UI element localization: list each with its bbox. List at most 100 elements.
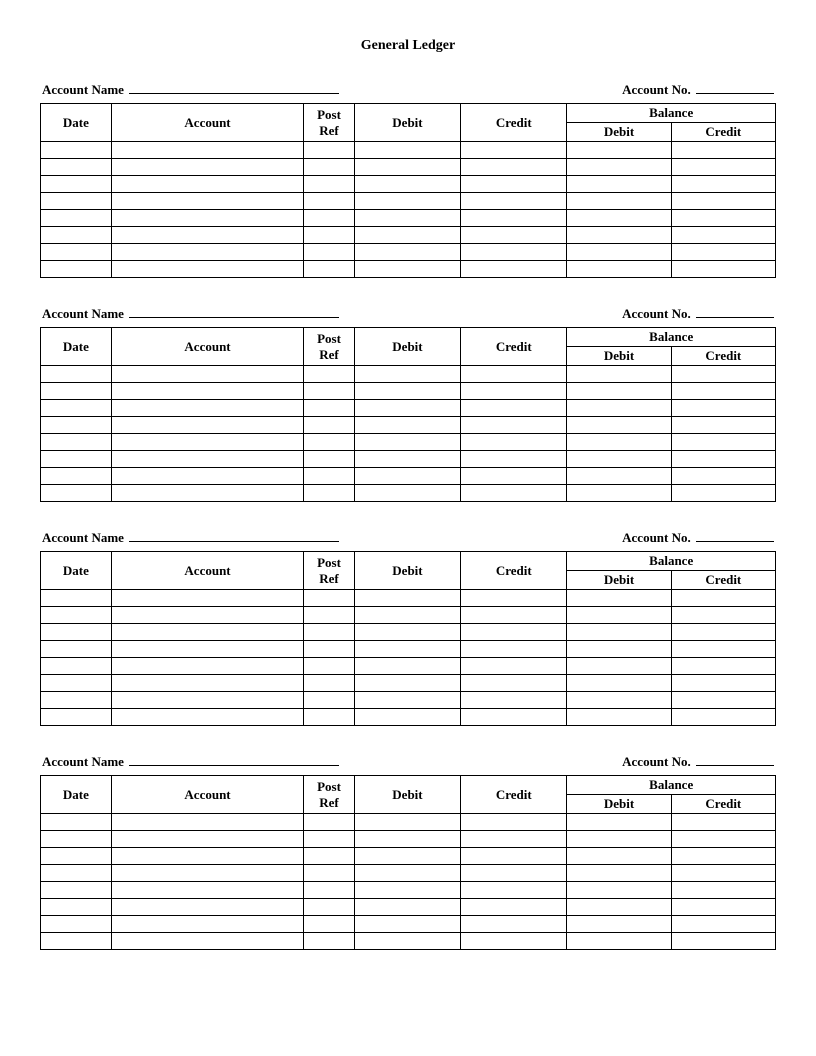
account-no-field[interactable] xyxy=(696,82,774,94)
cell-date[interactable] xyxy=(41,933,112,950)
cell-balance-debit[interactable] xyxy=(567,916,671,933)
cell-debit[interactable] xyxy=(354,227,460,244)
cell-post-ref[interactable] xyxy=(304,400,355,417)
cell-credit[interactable] xyxy=(461,193,567,210)
cell-date[interactable] xyxy=(41,176,112,193)
cell-account[interactable] xyxy=(111,916,303,933)
cell-balance-debit[interactable] xyxy=(567,383,671,400)
cell-credit[interactable] xyxy=(461,176,567,193)
cell-balance-debit[interactable] xyxy=(567,400,671,417)
cell-date[interactable] xyxy=(41,366,112,383)
cell-credit[interactable] xyxy=(461,590,567,607)
cell-account[interactable] xyxy=(111,882,303,899)
cell-post-ref[interactable] xyxy=(304,590,355,607)
cell-credit[interactable] xyxy=(461,658,567,675)
cell-balance-debit[interactable] xyxy=(567,641,671,658)
cell-date[interactable] xyxy=(41,451,112,468)
cell-debit[interactable] xyxy=(354,366,460,383)
cell-date[interactable] xyxy=(41,159,112,176)
cell-date[interactable] xyxy=(41,400,112,417)
cell-balance-debit[interactable] xyxy=(567,142,671,159)
cell-post-ref[interactable] xyxy=(304,831,355,848)
cell-account[interactable] xyxy=(111,658,303,675)
cell-account[interactable] xyxy=(111,159,303,176)
cell-account[interactable] xyxy=(111,142,303,159)
cell-balance-credit[interactable] xyxy=(671,261,775,278)
cell-debit[interactable] xyxy=(354,210,460,227)
cell-credit[interactable] xyxy=(461,692,567,709)
cell-balance-credit[interactable] xyxy=(671,227,775,244)
cell-date[interactable] xyxy=(41,590,112,607)
cell-post-ref[interactable] xyxy=(304,451,355,468)
cell-debit[interactable] xyxy=(354,244,460,261)
cell-credit[interactable] xyxy=(461,882,567,899)
cell-post-ref[interactable] xyxy=(304,692,355,709)
cell-balance-credit[interactable] xyxy=(671,865,775,882)
cell-balance-credit[interactable] xyxy=(671,590,775,607)
cell-account[interactable] xyxy=(111,692,303,709)
cell-credit[interactable] xyxy=(461,641,567,658)
cell-post-ref[interactable] xyxy=(304,383,355,400)
cell-account[interactable] xyxy=(111,366,303,383)
cell-date[interactable] xyxy=(41,692,112,709)
cell-debit[interactable] xyxy=(354,417,460,434)
cell-date[interactable] xyxy=(41,709,112,726)
cell-balance-debit[interactable] xyxy=(567,159,671,176)
cell-credit[interactable] xyxy=(461,848,567,865)
cell-post-ref[interactable] xyxy=(304,709,355,726)
cell-date[interactable] xyxy=(41,485,112,502)
cell-account[interactable] xyxy=(111,899,303,916)
cell-debit[interactable] xyxy=(354,261,460,278)
cell-credit[interactable] xyxy=(461,383,567,400)
cell-debit[interactable] xyxy=(354,831,460,848)
cell-balance-debit[interactable] xyxy=(567,675,671,692)
cell-debit[interactable] xyxy=(354,916,460,933)
cell-debit[interactable] xyxy=(354,176,460,193)
cell-date[interactable] xyxy=(41,916,112,933)
cell-post-ref[interactable] xyxy=(304,933,355,950)
cell-credit[interactable] xyxy=(461,366,567,383)
cell-post-ref[interactable] xyxy=(304,366,355,383)
cell-balance-credit[interactable] xyxy=(671,383,775,400)
cell-balance-debit[interactable] xyxy=(567,607,671,624)
cell-credit[interactable] xyxy=(461,227,567,244)
cell-post-ref[interactable] xyxy=(304,899,355,916)
cell-balance-credit[interactable] xyxy=(671,485,775,502)
cell-post-ref[interactable] xyxy=(304,227,355,244)
cell-balance-credit[interactable] xyxy=(671,210,775,227)
cell-balance-credit[interactable] xyxy=(671,417,775,434)
cell-credit[interactable] xyxy=(461,624,567,641)
cell-account[interactable] xyxy=(111,417,303,434)
cell-balance-debit[interactable] xyxy=(567,261,671,278)
cell-credit[interactable] xyxy=(461,417,567,434)
cell-balance-debit[interactable] xyxy=(567,831,671,848)
account-name-field[interactable] xyxy=(129,530,339,542)
cell-balance-debit[interactable] xyxy=(567,692,671,709)
cell-credit[interactable] xyxy=(461,400,567,417)
cell-account[interactable] xyxy=(111,641,303,658)
cell-post-ref[interactable] xyxy=(304,434,355,451)
cell-account[interactable] xyxy=(111,434,303,451)
cell-account[interactable] xyxy=(111,451,303,468)
cell-debit[interactable] xyxy=(354,400,460,417)
cell-post-ref[interactable] xyxy=(304,468,355,485)
cell-account[interactable] xyxy=(111,848,303,865)
cell-date[interactable] xyxy=(41,383,112,400)
cell-account[interactable] xyxy=(111,675,303,692)
cell-account[interactable] xyxy=(111,590,303,607)
cell-account[interactable] xyxy=(111,865,303,882)
account-no-field[interactable] xyxy=(696,530,774,542)
cell-credit[interactable] xyxy=(461,675,567,692)
cell-post-ref[interactable] xyxy=(304,641,355,658)
cell-balance-credit[interactable] xyxy=(671,176,775,193)
cell-balance-debit[interactable] xyxy=(567,451,671,468)
cell-date[interactable] xyxy=(41,899,112,916)
cell-date[interactable] xyxy=(41,193,112,210)
cell-balance-credit[interactable] xyxy=(671,831,775,848)
cell-post-ref[interactable] xyxy=(304,916,355,933)
cell-balance-credit[interactable] xyxy=(671,848,775,865)
cell-date[interactable] xyxy=(41,227,112,244)
cell-post-ref[interactable] xyxy=(304,658,355,675)
cell-post-ref[interactable] xyxy=(304,624,355,641)
cell-date[interactable] xyxy=(41,468,112,485)
